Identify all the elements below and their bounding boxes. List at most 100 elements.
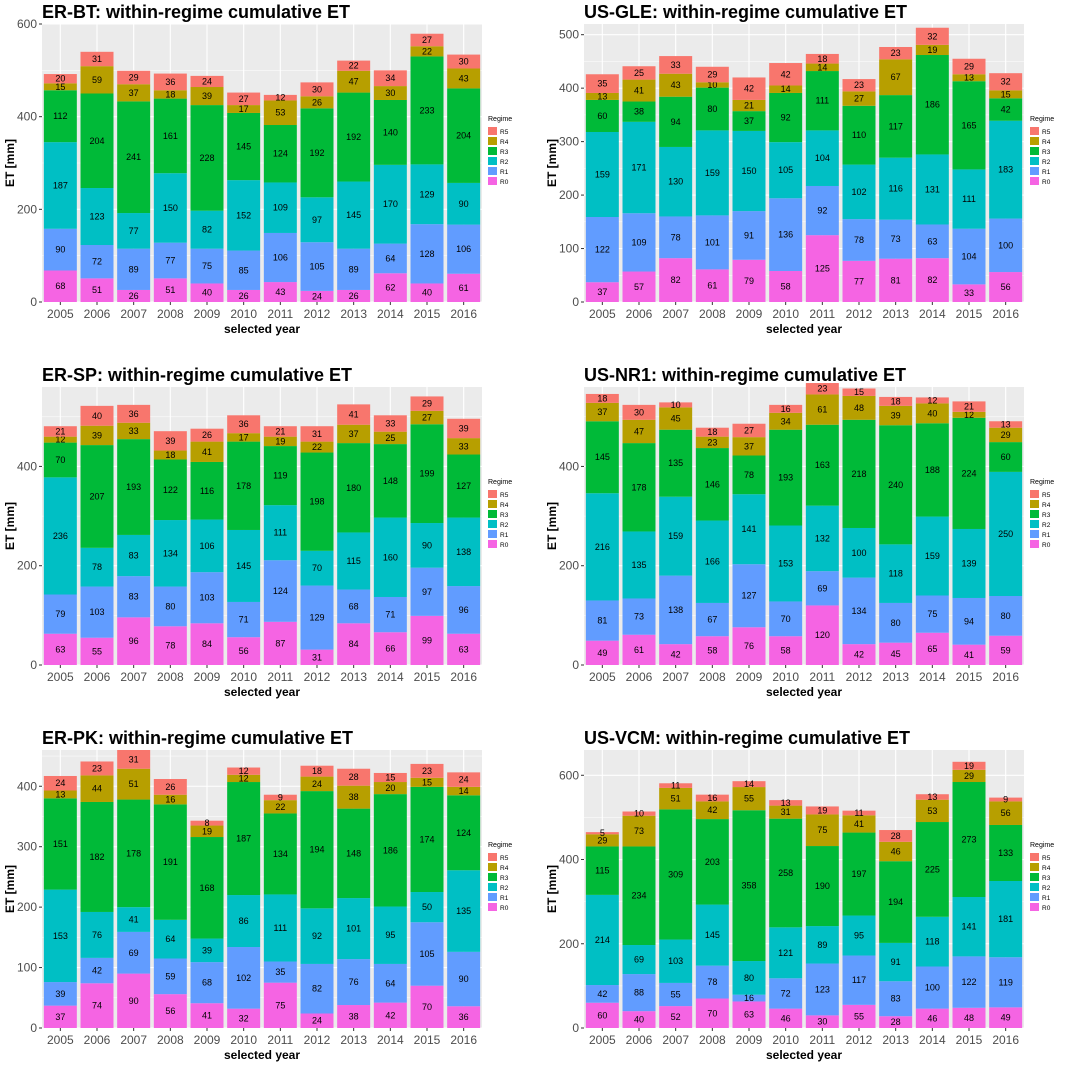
y-tick-label: 100 (559, 242, 579, 256)
value-label: 80 (707, 104, 717, 114)
legend-swatch-r1 (488, 530, 497, 538)
x-tick-label: 2016 (450, 307, 477, 321)
bar-r3-2013 (337, 808, 371, 899)
value-label: 25 (385, 433, 395, 443)
bar-r2-2007 (117, 534, 151, 577)
value-label: 152 (236, 210, 251, 220)
bar-r5-2016 (447, 772, 481, 787)
bar-r0-2014 (915, 632, 949, 665)
value-label: 70 (312, 563, 322, 573)
x-tick-label: 2013 (340, 1033, 367, 1047)
legend-label-r1: R1 (1042, 532, 1051, 539)
value-label: 150 (741, 166, 756, 176)
bar-r2-2014 (373, 164, 407, 244)
bar-r4-2008 (153, 794, 187, 805)
value-label: 78 (744, 470, 754, 480)
bar-r2-2007 (117, 213, 151, 249)
value-label: 24 (55, 778, 65, 788)
bar-r5-2008 (153, 73, 187, 91)
bar-r5-2015 (410, 33, 444, 47)
value-label: 15 (1001, 89, 1011, 99)
bar-r3-2014 (373, 794, 407, 907)
value-label: 42 (92, 966, 102, 976)
bar-r4-2008 (695, 82, 729, 88)
value-label: 37 (349, 429, 359, 439)
y-tick-label: 0 (30, 295, 37, 309)
value-label: 181 (998, 914, 1013, 924)
value-label: 28 (891, 831, 901, 841)
bar-r5-2011 (805, 53, 839, 64)
value-label: 95 (854, 931, 864, 941)
legend-swatch-r2 (488, 520, 497, 528)
x-tick-label: 2014 (919, 1033, 946, 1047)
bar-r4-2007 (659, 787, 693, 810)
bar-r5-2008 (695, 66, 729, 83)
legend-swatch-r2 (1030, 520, 1039, 528)
value-label: 218 (851, 469, 866, 479)
value-label: 37 (55, 1012, 65, 1022)
y-tick-label: 500 (559, 28, 579, 42)
bar-r3-2010 (227, 112, 261, 181)
legend-swatch-r4 (488, 863, 497, 871)
bar-r1-2007 (117, 248, 151, 290)
value-label: 122 (961, 977, 976, 987)
bar-r3-2008 (153, 459, 187, 521)
legend-label-r3: R3 (500, 875, 509, 882)
value-label: 26 (202, 430, 212, 440)
y-tick-label: 300 (559, 135, 579, 149)
legend-swatch-r0 (1030, 540, 1039, 548)
bar-r1-2016 (447, 951, 481, 1007)
bar-r5-2015 (410, 396, 444, 411)
bar-r2-2015 (952, 169, 986, 229)
bar-r4-2013 (879, 405, 913, 426)
x-tick-label: 2016 (450, 670, 477, 684)
value-label: 40 (92, 411, 102, 421)
value-label: 131 (925, 184, 940, 194)
y-axis-title: ET [mm] (3, 139, 17, 187)
value-label: 102 (851, 187, 866, 197)
bar-r5-2014 (915, 397, 949, 404)
bar-r2-2006 (80, 911, 114, 958)
x-tick-label: 2010 (230, 1033, 257, 1047)
bar-r2-2008 (153, 520, 187, 587)
bar-r2-2016 (447, 870, 481, 952)
legend-swatch-r0 (488, 540, 497, 548)
bar-r2-2009 (732, 494, 766, 565)
bar-r3-2015 (952, 417, 986, 529)
bar-r4-2014 (373, 86, 407, 100)
value-label: 19 (817, 805, 827, 815)
bar-r0-2016 (447, 633, 481, 665)
value-label: 47 (349, 77, 359, 87)
bar-r4-2016 (447, 438, 481, 455)
value-label: 49 (1001, 1013, 1011, 1023)
bar-r4-2007 (117, 84, 151, 102)
bar-r0-2013 (879, 1016, 913, 1028)
bar-r3-2008 (695, 87, 729, 131)
value-label: 118 (925, 937, 939, 947)
x-tick-label: 2014 (919, 307, 946, 321)
value-label: 51 (671, 794, 681, 804)
value-label: 90 (459, 974, 469, 984)
value-label: 69 (129, 948, 139, 958)
legend-swatch-r2 (488, 157, 497, 165)
value-label: 116 (888, 184, 902, 194)
value-label: 43 (459, 73, 469, 83)
bar-r3-2011 (263, 813, 297, 895)
bar-r0-2012 (842, 1004, 876, 1028)
bar-r3-2011 (805, 424, 839, 506)
value-label: 159 (668, 531, 683, 541)
value-label: 12 (927, 395, 937, 405)
bar-r5-2008 (153, 779, 187, 795)
bar-r4-2008 (695, 436, 729, 449)
x-tick-label: 2007 (662, 1033, 689, 1047)
x-tick-label: 2009 (194, 1033, 221, 1047)
bar-r3-2016 (447, 88, 481, 183)
value-label: 37 (744, 441, 754, 451)
legend-swatch-r3 (1030, 873, 1039, 881)
value-label: 40 (202, 288, 212, 298)
bar-r5-2006 (622, 66, 656, 80)
value-label: 225 (925, 864, 940, 874)
bar-r4-2009 (190, 87, 224, 106)
value-label: 38 (634, 107, 644, 117)
legend-swatch-r5 (488, 127, 497, 135)
